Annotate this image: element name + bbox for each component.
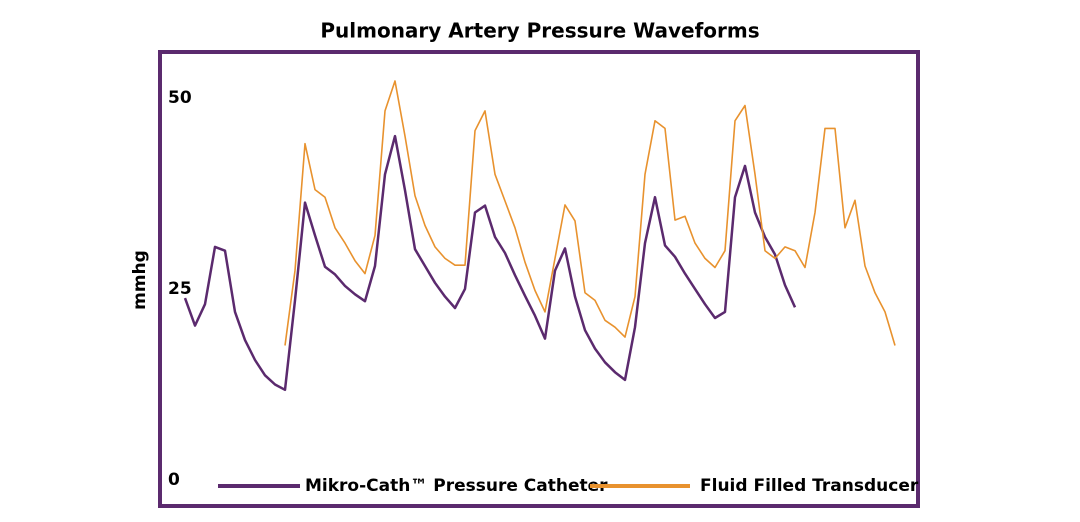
y-tick-label: 0	[168, 470, 180, 490]
series-line	[183, 134, 797, 392]
y-axis-label: mmhg	[130, 250, 150, 310]
legend-label: Mikro-Cath™ Pressure Catheter	[305, 476, 608, 496]
series-line	[284, 80, 896, 346]
chart-title: Pulmonary Artery Pressure Waveforms	[320, 19, 759, 43]
legend-label: Fluid Filled Transducer	[700, 476, 919, 496]
y-tick-label: 25	[168, 279, 192, 299]
y-tick-label: 50	[168, 88, 192, 108]
plot-frame	[158, 50, 920, 508]
